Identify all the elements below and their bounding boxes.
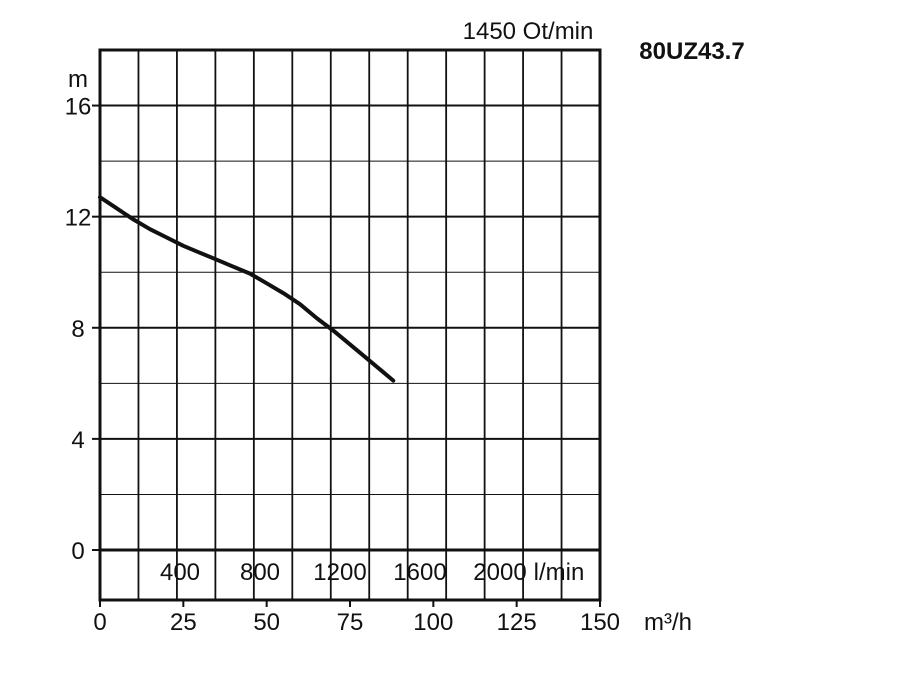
- y-tick-label: 8: [71, 316, 84, 343]
- lmin-tick-label: 800: [240, 559, 280, 586]
- y-tick-label: 0: [71, 538, 84, 565]
- m3h-unit-label: m³/h: [644, 609, 692, 636]
- lmin-tick-label: 2000: [473, 559, 526, 586]
- speed-label: 1450 Ot/min: [463, 18, 594, 45]
- m3h-tick-label: 0: [93, 609, 106, 636]
- m3h-tick-label: 150: [580, 609, 620, 636]
- m3h-tick-labels: 0 25 50 75 100 125 150: [93, 609, 620, 636]
- y-tick-labels: 0 4 8 12 16: [65, 94, 92, 565]
- plot-frame: [98, 48, 602, 602]
- lmin-tick-label: 400: [160, 559, 200, 586]
- m3h-tick-label: 75: [337, 609, 364, 636]
- m3h-tick-label: 100: [413, 609, 453, 636]
- model-label: 80UZ43.7: [639, 38, 744, 65]
- lmin-unit-label: l/min: [534, 559, 585, 586]
- m3h-tick-label: 125: [497, 609, 537, 636]
- head-curve-line: [98, 195, 396, 383]
- lmin-tick-label: 1600: [393, 559, 446, 586]
- y-axis-unit: m: [68, 66, 88, 93]
- y-tick-label: 16: [65, 94, 92, 121]
- lmin-tick-label: 1200: [313, 559, 366, 586]
- y-tick-label: 12: [65, 205, 92, 232]
- chart-grid: [92, 48, 602, 607]
- y-tick-label: 4: [71, 427, 84, 454]
- m3h-tick-label: 50: [253, 609, 280, 636]
- lmin-tick-labels: 400 800 1200 1600 2000: [160, 559, 527, 586]
- m3h-tick-label: 25: [170, 609, 197, 636]
